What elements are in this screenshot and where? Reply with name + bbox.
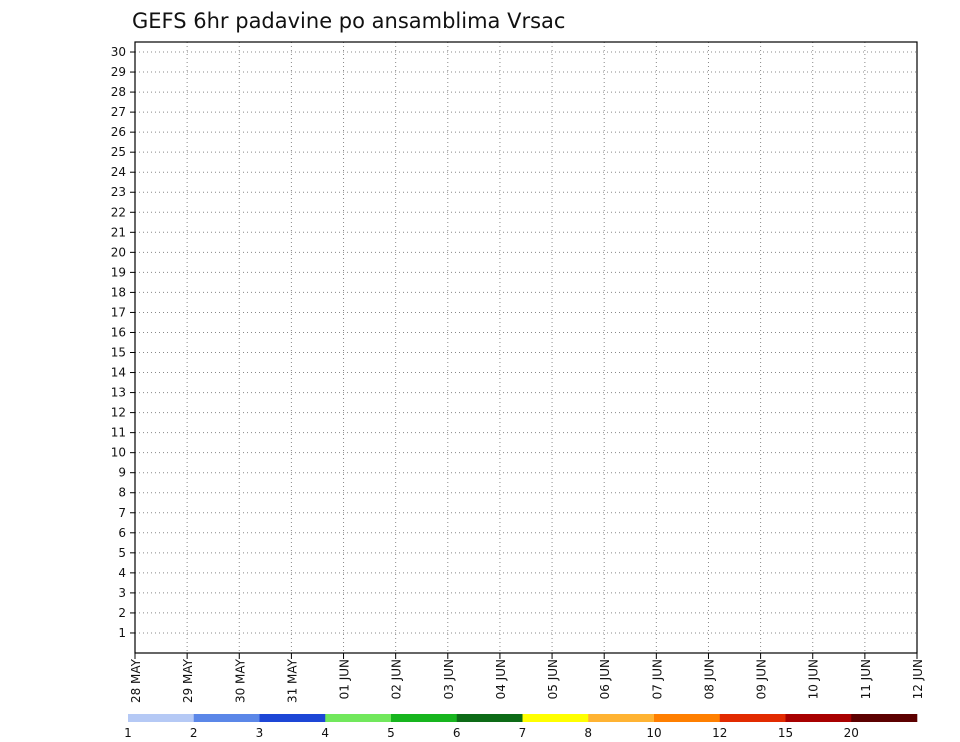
legend-label: 1 [124,726,132,740]
y-tick-label: 9 [118,466,126,480]
y-tick-label: 22 [111,205,126,219]
y-tick-label: 24 [111,165,126,179]
y-axis: 1234567891011121314151617181920212223242… [111,45,135,640]
y-tick-label: 8 [118,486,126,500]
y-tick-label: 19 [111,265,126,279]
y-tick-label: 3 [118,586,126,600]
y-tick-label: 17 [111,305,126,319]
x-tick-label: 06 JUN [598,659,612,699]
y-tick-label: 18 [111,285,126,299]
legend-swatch [456,714,523,722]
y-tick-label: 4 [118,566,126,580]
legend-label: 4 [321,726,329,740]
y-tick-label: 25 [111,145,126,159]
grid-lines [135,42,917,653]
y-tick-label: 16 [111,325,126,339]
x-tick-label: 29 MAY [181,658,195,703]
legend-label: 7 [519,726,527,740]
legend-swatch [785,714,852,722]
legend-label: 8 [584,726,592,740]
y-tick-label: 12 [111,406,126,420]
legend-swatch [522,714,589,722]
x-tick-label: 08 JUN [702,659,716,699]
y-tick-label: 5 [118,546,126,560]
y-tick-label: 6 [118,526,126,540]
x-tick-label: 02 JUN [390,659,404,699]
legend-swatch [128,714,195,722]
y-tick-label: 11 [111,426,126,440]
legend-swatch [851,714,918,722]
y-tick-label: 13 [111,386,126,400]
y-tick-label: 21 [111,225,126,239]
y-tick-label: 26 [111,125,126,139]
legend-label: 20 [844,726,859,740]
legend-swatch [391,714,458,722]
legend-swatch [259,714,326,722]
x-tick-label: 07 JUN [650,659,664,699]
y-tick-label: 2 [118,606,126,620]
x-tick-label: 09 JUN [755,659,769,699]
x-tick-label: 12 JUN [911,659,925,699]
legend-swatch [325,714,392,722]
legend-label: 5 [387,726,395,740]
x-tick-label: 01 JUN [338,659,352,699]
y-tick-label: 23 [111,185,126,199]
legend-label: 10 [646,726,661,740]
y-tick-label: 30 [111,45,126,59]
x-tick-label: 31 MAY [285,658,299,703]
x-tick-label: 05 JUN [546,659,560,699]
x-axis: 28 MAY 29 MAY 30 MAY 31 MAY 01 JUN 02 JUN 03 J… [129,653,925,703]
legend-label: 12 [712,726,727,740]
legend-label: 6 [453,726,461,740]
y-tick-label: 27 [111,105,126,119]
y-tick-label: 14 [111,366,126,380]
legend-label: 2 [190,726,198,740]
x-tick-label: 10 JUN [807,659,821,699]
plot-frame [134,41,918,654]
color-legend: 1 2 3 4 5 6 7 8 10 12 15 20 [124,714,918,740]
legend-label: 15 [778,726,793,740]
legend-label: 3 [256,726,264,740]
chart-title: GEFS 6hr padavine po ansamblima Vrsac [132,9,565,33]
y-tick-label: 1 [118,626,126,640]
legend-swatch [193,714,260,722]
y-tick-label: 29 [111,65,126,79]
y-tick-label: 15 [111,346,126,360]
x-tick-label: 03 JUN [442,659,456,699]
x-tick-label: 30 MAY [233,658,247,703]
x-tick-label: 04 JUN [494,659,508,699]
y-tick-label: 28 [111,85,126,99]
legend-swatch [719,714,786,722]
legend-swatch [654,714,721,722]
x-tick-label: 28 MAY [129,658,143,703]
y-tick-label: 20 [111,245,126,259]
x-tick-label: 11 JUN [859,659,873,699]
legend-swatch [588,714,655,722]
y-tick-label: 10 [111,446,126,460]
y-tick-label: 7 [118,506,126,520]
